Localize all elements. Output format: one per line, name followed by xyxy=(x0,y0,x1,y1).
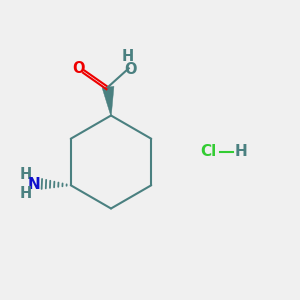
Polygon shape xyxy=(102,86,114,116)
Text: H: H xyxy=(235,144,247,159)
Text: H: H xyxy=(122,50,134,64)
Text: O: O xyxy=(124,62,137,77)
Text: O: O xyxy=(72,61,84,76)
Text: N: N xyxy=(28,176,40,191)
Text: H: H xyxy=(20,167,32,182)
Text: H: H xyxy=(20,186,32,201)
Text: Cl: Cl xyxy=(200,144,217,159)
